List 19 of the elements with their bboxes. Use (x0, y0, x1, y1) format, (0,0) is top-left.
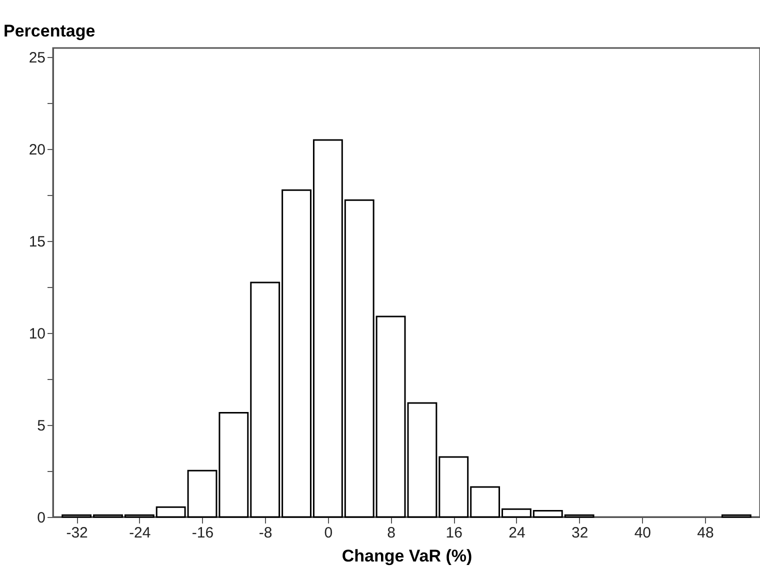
y-tick-label: 0 (37, 510, 46, 526)
y-tick-label: 5 (37, 418, 46, 435)
x-tick-label: 40 (634, 524, 652, 542)
y-tick-label: 20 (28, 142, 46, 159)
x-tick-label: -32 (66, 524, 88, 542)
x-tick-label: 32 (571, 524, 588, 542)
x-tick-label: 0 (324, 524, 333, 542)
x-tick-label: 48 (697, 524, 714, 542)
y-tick-label: 10 (28, 326, 46, 343)
x-tick-label: 24 (508, 524, 526, 542)
x-tick-label: -24 (129, 524, 151, 542)
x-tick-label: -16 (192, 524, 214, 542)
x-tick-label: 8 (387, 524, 396, 542)
y-tick-label: 25 (28, 50, 46, 67)
y-axis-title: Percentage (4, 22, 96, 40)
y-tick-label: 15 (28, 234, 46, 251)
x-tick-label: 16 (446, 524, 462, 542)
x-axis-title: Change VaR (%) (342, 546, 472, 566)
x-tick-label: -8 (258, 524, 272, 542)
